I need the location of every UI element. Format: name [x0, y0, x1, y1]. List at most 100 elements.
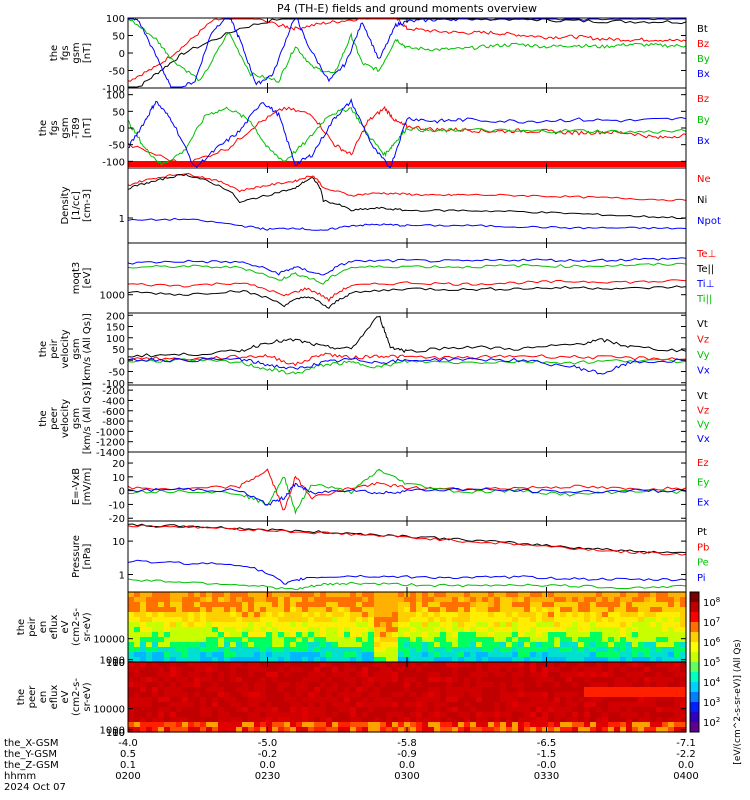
spectro-cell — [290, 722, 297, 728]
spectro-cell — [674, 597, 681, 603]
spectro-cell — [530, 677, 537, 683]
spectro-cell — [434, 682, 441, 688]
y-axis-label: (cm2-s- — [71, 608, 82, 646]
spectro-cell — [482, 627, 489, 633]
spectro-cell — [494, 702, 501, 708]
spectro-cell — [386, 692, 393, 698]
spectro-cell — [488, 602, 495, 608]
spectro-cell — [356, 717, 363, 723]
spectro-cell — [380, 677, 387, 683]
spectro-cell — [350, 652, 357, 658]
spectro-cell — [374, 682, 381, 688]
spectro-cell — [236, 712, 243, 718]
spectro-cell — [572, 617, 579, 623]
spectro-cell — [236, 652, 243, 658]
spectro-cell — [134, 617, 141, 623]
spectro-cell — [230, 627, 237, 633]
spectro-cell — [296, 622, 303, 628]
spectro-cell — [680, 597, 687, 603]
spectro-cell — [320, 637, 327, 643]
spectro-cell — [482, 602, 489, 608]
spectro-cell — [392, 637, 399, 643]
x-axis-value: -0.2 — [258, 749, 278, 760]
spectro-cell — [350, 597, 357, 603]
spectro-cell — [602, 612, 609, 618]
spectro-cell — [404, 687, 411, 693]
spectro-cell — [446, 722, 453, 728]
spectro-cell — [464, 712, 471, 718]
spectro-cell — [518, 727, 525, 733]
spectro-cell — [602, 607, 609, 613]
spectro-cell — [392, 672, 399, 678]
spectro-cell — [164, 607, 171, 613]
spectro-cell — [374, 647, 381, 653]
spectro-cell — [482, 637, 489, 643]
spectro-cell — [536, 617, 543, 623]
spectro-cell — [428, 727, 435, 733]
spectro-cell — [356, 642, 363, 648]
spectro-cell — [374, 707, 381, 713]
spectro-cell — [164, 702, 171, 708]
spectro-cell — [650, 632, 657, 638]
spectro-cell — [362, 627, 369, 633]
spectro-cell — [158, 632, 165, 638]
spectro-cell — [542, 597, 549, 603]
spectro-cell — [632, 647, 639, 653]
spectro-cell — [674, 607, 681, 613]
spectro-cell — [278, 702, 285, 708]
spectro-cell — [218, 637, 225, 643]
spectro-cell — [662, 712, 669, 718]
spectro-cell — [584, 612, 591, 618]
spectro-cell — [338, 647, 345, 653]
spectro-cell — [602, 667, 609, 673]
spectro-cell — [566, 622, 573, 628]
spectro-cell — [140, 642, 147, 648]
spectro-cell — [422, 642, 429, 648]
spectro-cell — [422, 722, 429, 728]
spectro-cell — [446, 712, 453, 718]
y-tick-label: -50 — [109, 141, 125, 152]
spectro-cell — [152, 667, 159, 673]
panel-frame — [127, 242, 687, 314]
spectro-cell — [194, 642, 201, 648]
spectro-cell — [536, 672, 543, 678]
spectro-cell — [236, 707, 243, 713]
spectro-cell — [566, 602, 573, 608]
spectro-cell — [158, 647, 165, 653]
spectro-cell — [560, 727, 567, 733]
spectro-cell — [302, 617, 309, 623]
spectro-cell — [158, 717, 165, 723]
spectro-cell — [590, 717, 597, 723]
spectro-cell — [680, 692, 687, 698]
spectro-cell — [194, 612, 201, 618]
spectro-cell — [254, 652, 261, 658]
spectro-cell — [176, 602, 183, 608]
spectro-cell — [602, 632, 609, 638]
spectro-cell — [398, 652, 405, 658]
spectro-cell — [278, 712, 285, 718]
spectro-cell — [608, 662, 615, 668]
spectro-cell — [518, 677, 525, 683]
spectro-cell — [230, 622, 237, 628]
spectro-cell — [356, 652, 363, 658]
spectro-cell — [632, 712, 639, 718]
spectro-cell — [434, 627, 441, 633]
spectro-cell — [656, 687, 663, 693]
spectro-cell — [410, 612, 417, 618]
spectro-cell — [434, 622, 441, 628]
spectro-cell — [476, 617, 483, 623]
spectro-cell — [434, 612, 441, 618]
spectro-cell — [452, 667, 459, 673]
spectro-cell — [434, 672, 441, 678]
spectro-cell — [482, 667, 489, 673]
spectro-cell — [278, 692, 285, 698]
spectro-cell — [254, 667, 261, 673]
spectro-cell — [524, 657, 531, 663]
spectro-cell — [266, 632, 273, 638]
spectro-cell — [248, 692, 255, 698]
spectro-cell — [554, 702, 561, 708]
spectro-cell — [290, 727, 297, 733]
spectro-cell — [482, 677, 489, 683]
spectro-cell — [398, 617, 405, 623]
